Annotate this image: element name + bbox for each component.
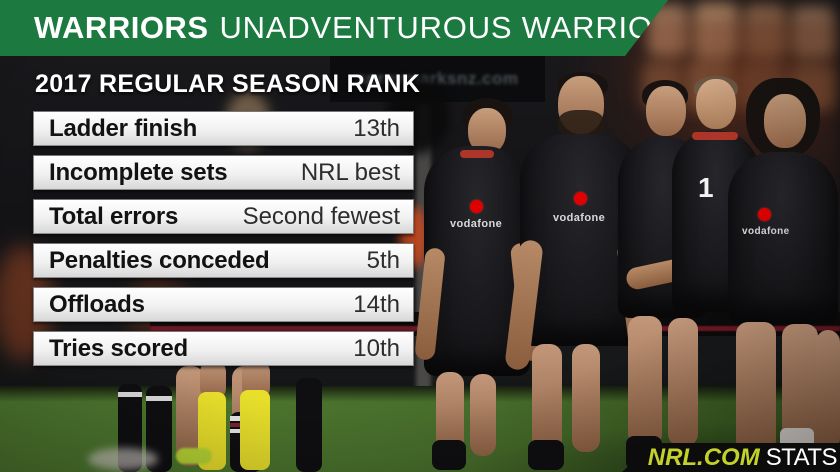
player-figure: vodafone [728, 78, 840, 338]
stat-value: NRL best [300, 158, 400, 186]
white-boot-blur [88, 448, 158, 470]
stats-table: Ladder finish 13th Incomplete sets NRL b… [33, 111, 414, 375]
player-head [696, 79, 736, 129]
team-name: WARRIORS [34, 10, 209, 45]
player-sock [432, 440, 466, 470]
headline-text: UNADVENTUROUS WARRIORS [219, 10, 698, 45]
stat-value: 10th [353, 334, 400, 362]
sock-stripe [118, 392, 142, 397]
stat-label: Penalties conceded [49, 246, 270, 274]
player-leg [572, 344, 600, 452]
player-sock [296, 378, 322, 472]
table-row: Penalties conceded 5th [33, 243, 414, 278]
player-leg [628, 316, 662, 446]
player-figure: vodafone [414, 98, 543, 388]
jersey-number: 1 [698, 172, 714, 203]
player-head [646, 86, 686, 136]
player-leg [532, 344, 562, 454]
sock-stripe [146, 396, 172, 401]
player-head [764, 94, 806, 148]
jersey-collar [692, 132, 738, 140]
player-leg [668, 318, 698, 446]
player-beard [558, 110, 604, 138]
jersey-sponsor-text: vodafone [553, 212, 606, 224]
stat-value: 13th [353, 114, 400, 142]
jersey-collar [460, 150, 494, 158]
stat-label: Offloads [49, 290, 145, 318]
nrl-com-wordmark: NRL.COM [647, 443, 760, 471]
stat-label: Tries scored [49, 334, 189, 362]
vodafone-logo-icon [470, 200, 483, 213]
stat-value: 14th [353, 290, 400, 318]
table-row: Total errors Second fewest [33, 199, 414, 234]
vodafone-logo-icon [574, 192, 587, 205]
player-leg [816, 330, 840, 450]
table-row: Offloads 14th [33, 287, 414, 322]
table-row: Tries scored 10th [33, 331, 414, 366]
jersey-sponsor-text: vodafone [450, 218, 503, 230]
referee-yellow-sock [240, 390, 270, 470]
ad-board-text: spraymarksnz.com [356, 69, 519, 88]
stat-value: 5th [366, 246, 400, 274]
table-row: Incomplete sets NRL best [33, 155, 414, 190]
nrl-stats-logo: NRL.COM STATS [622, 443, 840, 472]
player-sock [528, 440, 564, 470]
jersey-sponsor-text: vodafone [742, 226, 790, 237]
referee-lime-boot [176, 448, 212, 464]
table-row: Ladder finish 13th [33, 111, 414, 146]
player-leg [736, 322, 776, 452]
stat-label: Incomplete sets [49, 158, 228, 186]
stat-value: Second fewest [242, 202, 400, 230]
player-leg [470, 374, 496, 456]
stats-wordmark: STATS [765, 443, 838, 471]
table-title: 2017 REGULAR SEASON RANK [35, 70, 421, 98]
stat-label: Total errors [49, 202, 179, 230]
stat-label: Ladder finish [49, 114, 198, 142]
player-jersey [728, 152, 838, 324]
vodafone-logo-icon [758, 208, 771, 221]
header-banner: WARRIORS UNADVENTUROUS WARRIORS [0, 0, 698, 56]
